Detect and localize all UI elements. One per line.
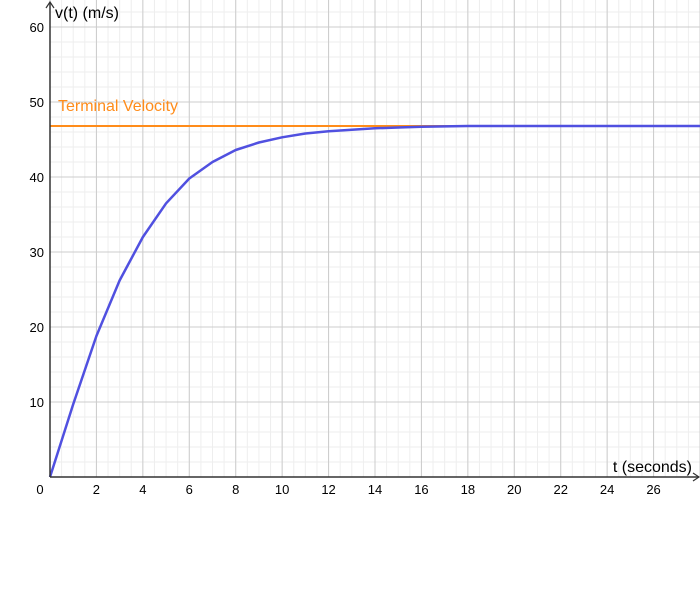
series-group	[48, 124, 700, 478]
y-tick-label: 30	[30, 245, 44, 260]
x-tick-label: 8	[232, 482, 239, 497]
y-tick-label: 10	[30, 395, 44, 410]
y-tick-label: 50	[30, 95, 44, 110]
x-tick-label: 22	[553, 482, 567, 497]
y-tick-label: 40	[30, 170, 44, 185]
x-tick-label: 20	[507, 482, 521, 497]
x-tick-label: 6	[186, 482, 193, 497]
x-tick-label: 2	[93, 482, 100, 497]
x-tick-label: 4	[139, 482, 146, 497]
x-tick-label: 14	[368, 482, 382, 497]
x-tick-label: 18	[461, 482, 475, 497]
axes	[45, 0, 700, 482]
y-tick-label: 60	[30, 20, 44, 35]
x-tick-labels: 0 2 4 6 8 10 12 14 16 18 20 22 24 26	[36, 482, 660, 497]
y-axis-arrow	[45, 0, 55, 9]
velocity-curve	[48, 124, 700, 478]
x-tick-label: 24	[600, 482, 614, 497]
terminal-velocity-label: Terminal Velocity	[58, 98, 178, 115]
x-tick-label: 0	[36, 482, 43, 497]
x-tick-label: 12	[321, 482, 335, 497]
x-axis-label: t (seconds)	[613, 459, 692, 476]
y-tick-labels: 10 20 30 40 50 60	[30, 20, 44, 410]
y-tick-label: 20	[30, 320, 44, 335]
y-axis-label: v(t) (m/s)	[55, 5, 119, 22]
x-axis-arrow	[692, 472, 700, 482]
x-tick-label: 16	[414, 482, 428, 497]
x-tick-label: 10	[275, 482, 289, 497]
x-tick-label: 26	[646, 482, 660, 497]
